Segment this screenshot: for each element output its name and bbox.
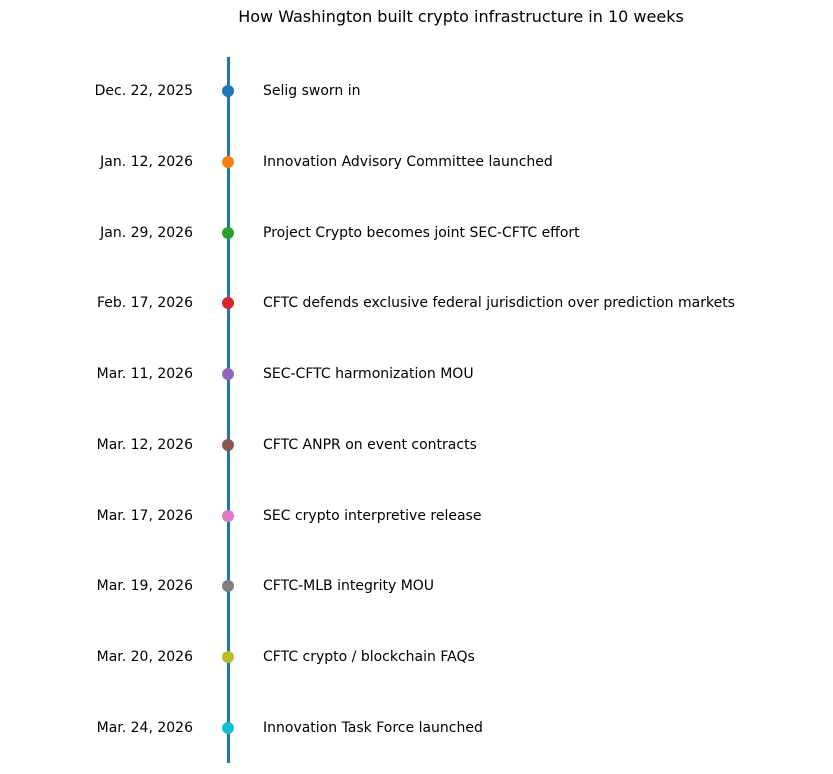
event-label: Innovation Advisory Committee launched	[263, 153, 553, 170]
event-date: Feb. 17, 2026	[96, 295, 193, 312]
event-label: SEC-CFTC harmonization MOU	[263, 366, 474, 383]
event-label: Selig sworn in	[263, 83, 361, 99]
chart-title: How Washington built crypto infrastructu…	[238, 7, 684, 26]
event-label: CFTC defends exclusive federal jurisdict…	[263, 295, 735, 312]
event-marker	[222, 155, 234, 168]
event-marker	[222, 85, 234, 97]
event-label: Innovation Task Force launched	[263, 720, 483, 737]
event-date: Mar. 17, 2026	[96, 507, 193, 524]
event-date: Dec. 22, 2025	[94, 83, 193, 99]
event-marker	[222, 580, 234, 593]
event-marker	[222, 438, 234, 451]
event-date: Jan. 12, 2026	[100, 153, 193, 170]
event-label: Project Crypto becomes joint SEC-CFTC ef…	[263, 224, 580, 241]
timeline-axis-line	[226, 57, 230, 763]
event-label: CFTC ANPR on event contracts	[263, 436, 477, 453]
event-label: CFTC-MLB integrity MOU	[263, 578, 435, 595]
event-marker	[222, 722, 234, 735]
event-date: Mar. 12, 2026	[96, 436, 193, 453]
event-label: SEC crypto interpretive release	[263, 507, 482, 524]
event-date: Mar. 20, 2026	[96, 649, 193, 666]
event-marker	[222, 297, 234, 310]
event-marker	[222, 226, 234, 239]
event-date: Mar. 24, 2026	[96, 720, 193, 737]
event-label: CFTC crypto / blockchain FAQs	[263, 649, 475, 666]
event-date: Jan. 29, 2026	[100, 224, 193, 241]
event-marker	[222, 509, 234, 522]
event-marker	[222, 651, 234, 664]
event-date: Mar. 19, 2026	[96, 578, 193, 595]
event-date: Mar. 11, 2026	[96, 366, 193, 383]
event-marker	[222, 368, 234, 381]
